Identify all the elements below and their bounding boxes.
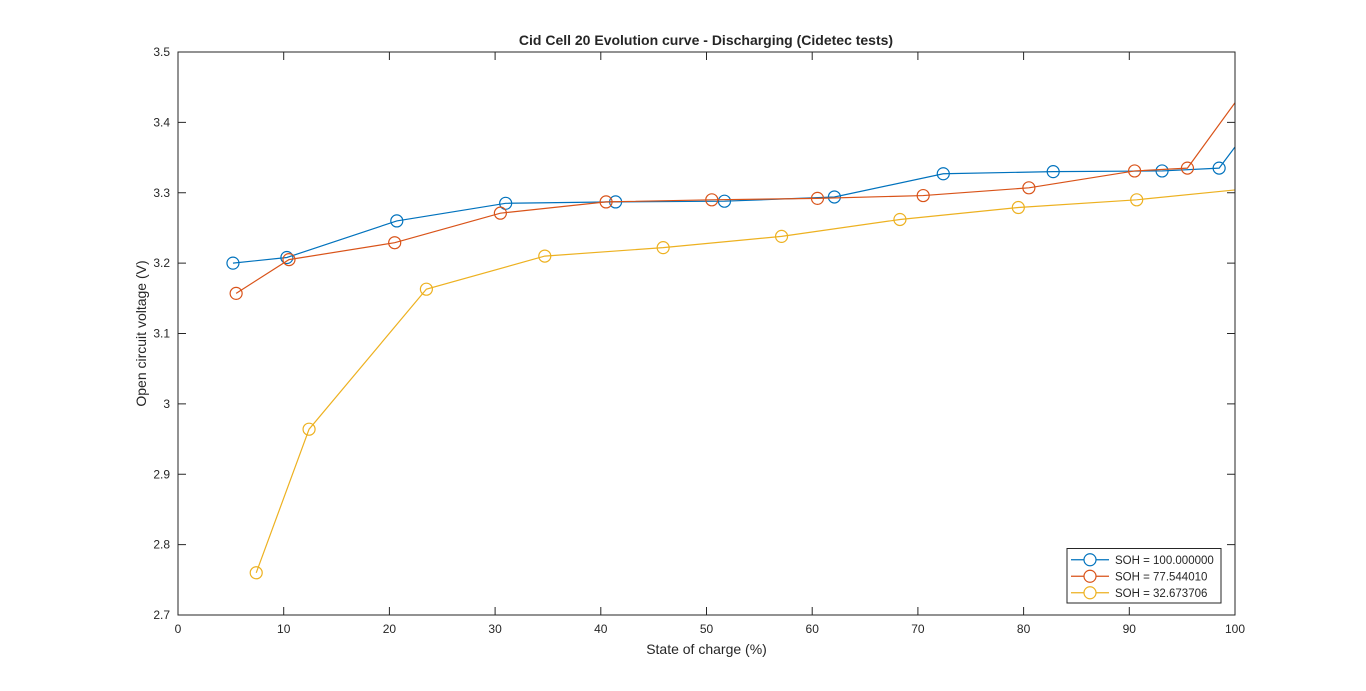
x-tick-label: 80 [1017, 622, 1031, 636]
data-point [390, 214, 404, 228]
legend-label: SOH = 100.000000 [1115, 555, 1214, 567]
y-tick-label: 2.9 [153, 467, 170, 481]
x-tick-label: 60 [806, 622, 820, 636]
x-tick-label: 100 [1225, 622, 1245, 636]
chart-title: Cid Cell 20 Evolution curve - Dischargin… [519, 32, 893, 48]
data-point [1046, 165, 1060, 179]
x-tick-label: 90 [1123, 622, 1137, 636]
x-tick-label: 10 [277, 622, 291, 636]
legend-marker [1083, 569, 1097, 583]
data-point [280, 250, 294, 265]
y-tick-label: 2.7 [153, 608, 170, 622]
data-point [302, 422, 316, 436]
y-tick-label: 3.5 [153, 45, 170, 59]
data-point [1180, 161, 1195, 175]
data-point [249, 566, 263, 580]
x-tick-label: 30 [488, 622, 502, 636]
data-point [1011, 200, 1025, 215]
data-point [419, 282, 433, 296]
legend-item: SOH = 77.544010 [1071, 569, 1207, 583]
data-point [916, 188, 930, 203]
y-tick-label: 2.8 [153, 538, 170, 552]
data-point [229, 286, 243, 300]
series-2 [229, 102, 1235, 300]
series-3 [249, 189, 1235, 580]
data-point [893, 212, 907, 227]
legend-item: SOH = 100.000000 [1071, 553, 1214, 567]
data-point [827, 190, 841, 204]
series-line [235, 102, 1235, 294]
x-tick-label: 70 [911, 622, 925, 636]
legend-marker [1083, 553, 1097, 567]
data-point [282, 253, 296, 267]
series-line [255, 189, 1235, 573]
data-point [226, 256, 240, 270]
legend-marker [1083, 586, 1097, 600]
data-point [1130, 193, 1144, 207]
legend: SOH = 100.000000 SOH = 77.544010 SOH = 32.… [1066, 548, 1222, 604]
axes-layer: 0 10 20 30 40 50 60 70 80 90 100 2.7 2.8 2.9 3 3.1 3.2 3.… [153, 45, 1245, 636]
x-tick-label: 20 [383, 622, 397, 636]
legend-label: SOH = 77.544010 [1115, 571, 1207, 583]
y-tick-label: 3.2 [153, 256, 170, 270]
y-tick-label: 3.3 [153, 186, 170, 200]
data-point [717, 194, 732, 208]
data-point [493, 206, 507, 220]
data-point [538, 249, 552, 263]
data-point [705, 193, 719, 207]
data-point [599, 195, 613, 209]
data-point [936, 167, 950, 181]
y-tick-label: 3.1 [153, 327, 170, 341]
data-point [1022, 181, 1036, 195]
x-tick-label: 40 [594, 622, 608, 636]
data-point [774, 229, 789, 243]
x-tick-label: 0 [175, 622, 182, 636]
plot-area [178, 52, 1235, 615]
series-layer [226, 102, 1235, 580]
data-point [656, 241, 670, 255]
x-tick-label: 50 [700, 622, 714, 636]
x-axis-label: State of charge (%) [646, 641, 767, 657]
data-point [388, 236, 402, 250]
data-point [810, 191, 825, 205]
data-point [1212, 161, 1226, 175]
y-tick-label: 3 [163, 397, 170, 411]
data-point [1155, 164, 1169, 178]
plot-background [178, 52, 1235, 615]
y-axis-label: Open circuit voltage (V) [133, 260, 149, 406]
y-tick-label: 3.4 [153, 115, 170, 129]
data-point [1127, 164, 1142, 178]
legend-item: SOH = 32.673706 [1071, 586, 1207, 600]
legend-label: SOH = 32.673706 [1115, 588, 1207, 600]
